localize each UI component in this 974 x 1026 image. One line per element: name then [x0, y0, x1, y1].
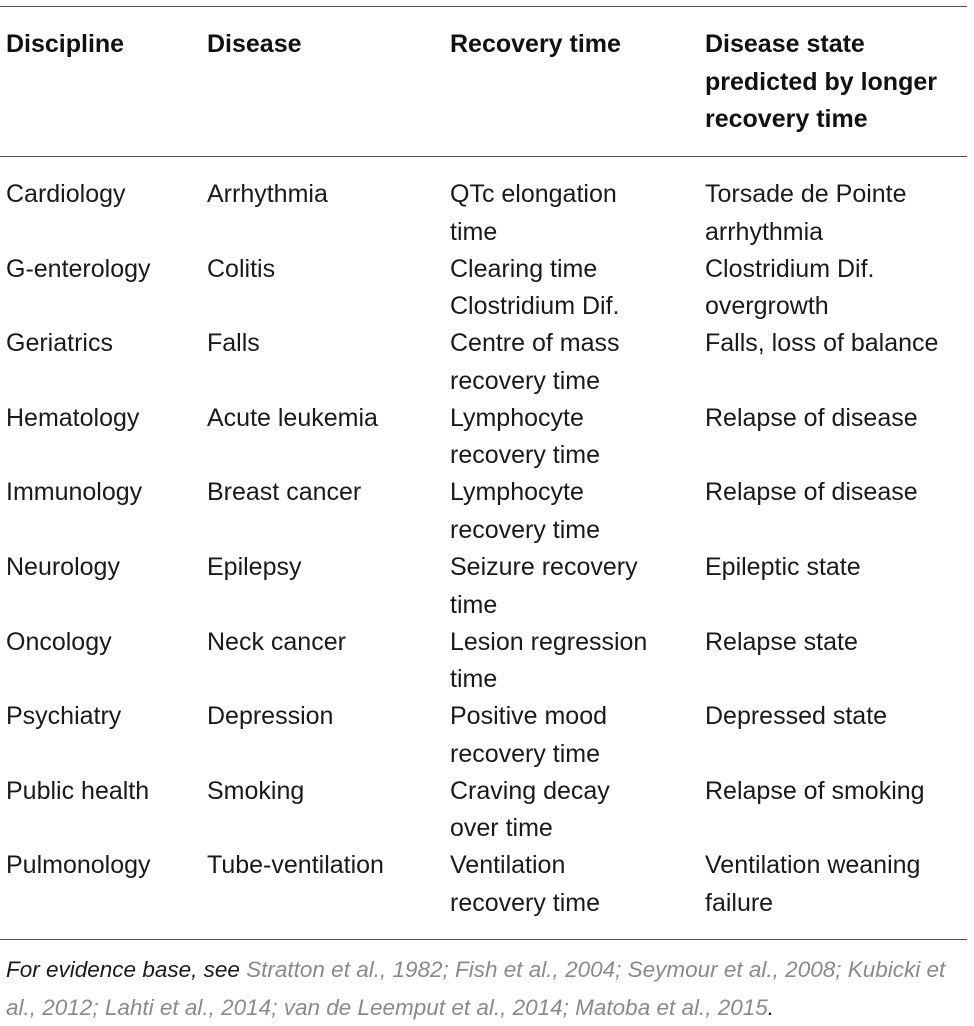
cell-disease-state: Falls, loss of balance — [705, 329, 939, 358]
cell-disease: Colitis — [207, 254, 276, 283]
cell-disease: Smoking — [207, 776, 305, 805]
cell-disease: Breast cancer — [207, 478, 362, 507]
cell-disease: Falls — [207, 329, 260, 358]
footnote-references[interactable]: Stratton et al., 1982; Fish et al., 2004… — [6, 957, 946, 1020]
cell-disease-state: Relapse of disease — [705, 403, 918, 432]
table-header-rule — [0, 156, 967, 157]
header-discipline: Discipline — [6, 30, 125, 58]
cell-recovery-time: Ventilation recovery time — [450, 851, 601, 917]
cell-disease-state: Depressed state — [705, 702, 888, 731]
cell-discipline: G-enterology — [6, 254, 151, 283]
cell-discipline: Neurology — [6, 553, 120, 581]
header-disease: Disease — [207, 30, 302, 58]
cell-disease-state: Ventilation weaning failure — [705, 851, 921, 917]
footnote-lead: For evidence base, see — [6, 957, 247, 982]
cell-discipline: Psychiatry — [6, 702, 122, 731]
cell-disease: Tube-ventilation — [207, 851, 384, 880]
cell-discipline: Geriatrics — [6, 329, 113, 358]
header-disease-state: Disease state predicted by longer recove… — [705, 30, 937, 133]
cell-discipline: Oncology — [6, 627, 112, 656]
cell-recovery-time: Clearing time Clostridium Dif. — [450, 254, 620, 321]
footnote-end: . — [767, 994, 775, 1020]
cell-disease: Neck cancer — [207, 627, 346, 656]
cell-disease-state: Relapse state — [705, 627, 858, 656]
cell-disease-state: Relapse of smoking — [705, 776, 925, 805]
cell-discipline: Public health — [6, 776, 150, 805]
cell-disease: Acute leukemia — [207, 403, 378, 432]
header-recovery-time: Recovery time — [450, 30, 621, 58]
cell-discipline: Pulmonology — [6, 851, 151, 880]
table-bottom-rule — [0, 939, 967, 940]
cell-disease-state: Clostridium Dif. overgrowth — [705, 254, 875, 321]
cell-disease: Arrhythmia — [207, 180, 328, 208]
cell-recovery-time: QTc elongation time — [450, 180, 617, 246]
cell-disease-state: Torsade de Pointe arrhythmia — [705, 180, 907, 246]
cell-recovery-time: Lymphocyte recovery time — [450, 403, 601, 470]
cell-recovery-time: Craving decay over time — [450, 776, 610, 843]
table-top-rule — [0, 6, 967, 7]
cell-recovery-time: Lesion regression time — [450, 627, 648, 694]
cell-disease: Epilepsy — [207, 553, 302, 581]
cell-disease-state: Relapse of disease — [705, 478, 918, 507]
table-footnote: For evidence base, see Stratton et al., … — [6, 951, 968, 1026]
cell-discipline: Hematology — [6, 403, 140, 432]
cell-recovery-time: Positive mood recovery time — [450, 702, 608, 768]
cell-disease-state: Epileptic state — [705, 553, 861, 581]
cell-recovery-time: Centre of mass recovery time — [450, 329, 620, 395]
cell-recovery-time: Lymphocyte recovery time — [450, 478, 601, 544]
cell-discipline: Cardiology — [6, 180, 126, 208]
cell-recovery-time: Seizure recovery time — [450, 553, 638, 619]
cell-discipline: Immunology — [6, 478, 143, 507]
cell-disease: Depression — [207, 702, 334, 731]
